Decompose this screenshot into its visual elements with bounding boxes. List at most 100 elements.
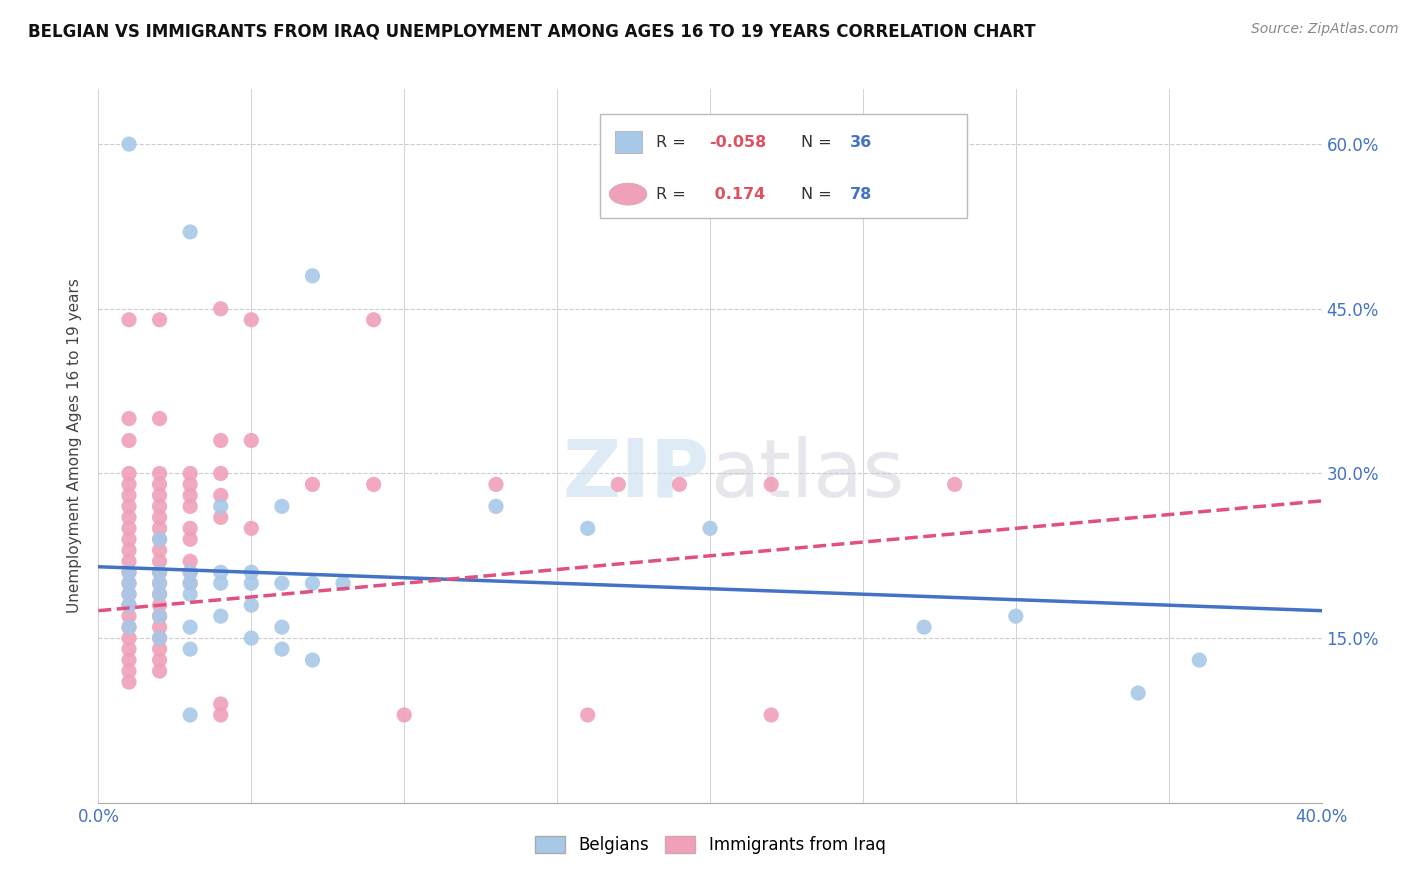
Text: -0.058: -0.058 <box>709 136 766 150</box>
Point <box>118 488 141 502</box>
Point <box>179 225 201 239</box>
Point <box>149 609 172 624</box>
Point <box>118 587 141 601</box>
Point <box>301 268 323 283</box>
Point <box>149 500 172 514</box>
Point <box>118 609 141 624</box>
Point <box>179 566 201 580</box>
Point <box>118 642 141 657</box>
Point <box>759 708 782 723</box>
Point <box>149 312 172 326</box>
Point <box>759 477 782 491</box>
Point <box>699 521 721 535</box>
FancyBboxPatch shape <box>614 131 641 153</box>
Point <box>149 467 172 481</box>
Point <box>668 477 690 491</box>
Point <box>118 467 141 481</box>
Point <box>1128 686 1150 700</box>
Point <box>240 434 263 448</box>
Point <box>332 576 354 591</box>
Legend: Belgians, Immigrants from Iraq: Belgians, Immigrants from Iraq <box>526 828 894 863</box>
Point <box>149 533 172 547</box>
Point <box>485 500 508 514</box>
Point <box>179 521 201 535</box>
Point <box>179 620 201 634</box>
Point <box>179 576 201 591</box>
Point <box>118 620 141 634</box>
Point <box>209 301 232 316</box>
Point <box>363 477 385 491</box>
Point <box>118 554 141 568</box>
Point <box>118 521 141 535</box>
Point <box>149 653 172 667</box>
Text: Source: ZipAtlas.com: Source: ZipAtlas.com <box>1251 22 1399 37</box>
Point <box>118 576 141 591</box>
Point <box>576 521 599 535</box>
Point <box>943 477 966 491</box>
Point <box>179 587 201 601</box>
Point <box>179 554 201 568</box>
Point <box>179 533 201 547</box>
Text: R =: R = <box>657 136 692 150</box>
Point <box>240 312 263 326</box>
Point <box>118 675 141 690</box>
Point <box>118 598 141 612</box>
Point <box>149 477 172 491</box>
Point <box>576 708 599 723</box>
Y-axis label: Unemployment Among Ages 16 to 19 years: Unemployment Among Ages 16 to 19 years <box>67 278 83 614</box>
FancyBboxPatch shape <box>600 114 967 218</box>
Point <box>118 631 141 645</box>
Point <box>240 631 263 645</box>
Point <box>149 587 172 601</box>
Point <box>149 543 172 558</box>
Point <box>118 653 141 667</box>
Point <box>240 598 263 612</box>
Point <box>270 642 292 657</box>
Point <box>912 620 935 634</box>
Point <box>118 576 141 591</box>
Point <box>209 488 232 502</box>
Point <box>149 576 172 591</box>
Point <box>301 477 323 491</box>
Point <box>149 631 172 645</box>
Point <box>209 467 232 481</box>
Point <box>270 576 292 591</box>
Text: 0.174: 0.174 <box>709 186 765 202</box>
Point <box>149 488 172 502</box>
Point <box>118 598 141 612</box>
Point <box>118 664 141 678</box>
Point <box>1188 653 1211 667</box>
Text: 78: 78 <box>849 186 872 202</box>
Point <box>118 510 141 524</box>
Text: BELGIAN VS IMMIGRANTS FROM IRAQ UNEMPLOYMENT AMONG AGES 16 TO 19 YEARS CORRELATI: BELGIAN VS IMMIGRANTS FROM IRAQ UNEMPLOY… <box>28 22 1036 40</box>
Point <box>301 576 323 591</box>
Point <box>209 609 232 624</box>
Point <box>118 312 141 326</box>
Point <box>179 467 201 481</box>
Point <box>149 609 172 624</box>
Point <box>209 697 232 711</box>
Point <box>149 510 172 524</box>
Point <box>209 576 232 591</box>
Point <box>240 576 263 591</box>
Point <box>392 708 416 723</box>
Text: N =: N = <box>800 136 837 150</box>
Point <box>179 576 201 591</box>
Text: 36: 36 <box>849 136 872 150</box>
Point <box>179 708 201 723</box>
Point <box>149 664 172 678</box>
Point <box>179 642 201 657</box>
Point <box>149 631 172 645</box>
Point <box>149 566 172 580</box>
Point <box>209 434 232 448</box>
Text: R =: R = <box>657 186 692 202</box>
Point <box>209 566 232 580</box>
Point <box>149 411 172 425</box>
Point <box>118 434 141 448</box>
Point <box>118 500 141 514</box>
Point <box>118 566 141 580</box>
Point <box>118 411 141 425</box>
Point <box>301 653 323 667</box>
Point <box>149 620 172 634</box>
Point <box>179 488 201 502</box>
